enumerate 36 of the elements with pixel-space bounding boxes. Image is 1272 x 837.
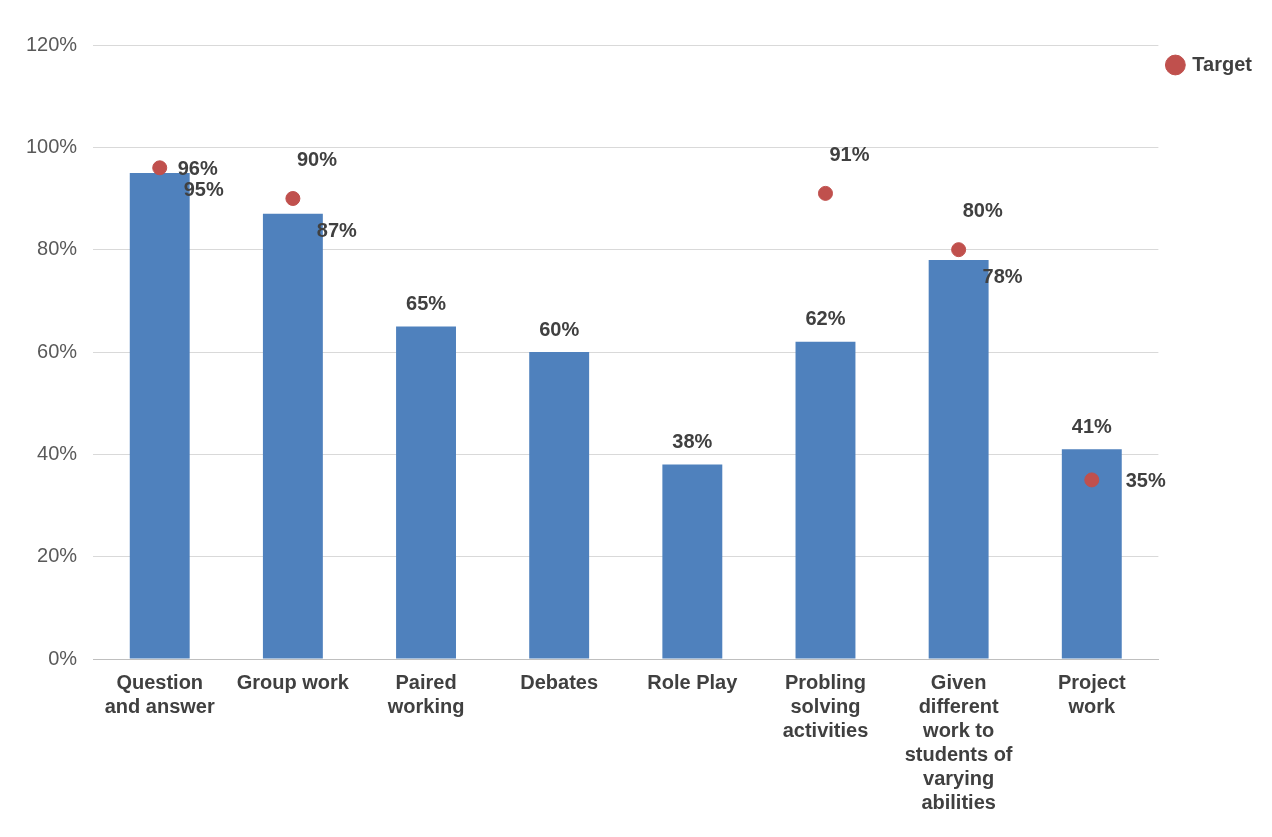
data-label: 41% bbox=[1071, 414, 1113, 437]
bar bbox=[1061, 449, 1122, 659]
bar bbox=[529, 352, 590, 659]
data-label: 35% bbox=[1125, 469, 1166, 492]
y-tick-label: 0% bbox=[48, 646, 78, 669]
data-label: 96% bbox=[177, 157, 218, 180]
y-tick-label: 60% bbox=[37, 339, 78, 362]
data-label: 80% bbox=[962, 199, 1003, 222]
y-tick-label: 100% bbox=[26, 134, 78, 157]
point bbox=[152, 160, 168, 176]
y-tick-label: 40% bbox=[37, 441, 78, 464]
x-tick-label: Debates bbox=[520, 670, 599, 693]
bar bbox=[396, 326, 456, 659]
point bbox=[951, 242, 967, 258]
data-label: 90% bbox=[296, 148, 338, 171]
point bbox=[285, 191, 301, 206]
x-tick-label: Probling solving activities bbox=[782, 670, 869, 741]
point bbox=[817, 185, 833, 201]
x-tick-label: Role Play bbox=[647, 670, 739, 693]
bar bbox=[795, 341, 856, 659]
data-label: 65% bbox=[406, 291, 447, 314]
x-tick-label: Paired working bbox=[386, 670, 465, 717]
data-label: 38% bbox=[672, 430, 713, 453]
x-tick-label: Question and answer bbox=[104, 670, 215, 717]
x-tick-label: Project work bbox=[1057, 670, 1127, 717]
y-tick-label: 80% bbox=[37, 237, 78, 260]
x-tick-label: Given different work to students of varying abilities bbox=[904, 670, 1013, 813]
data-label: 60% bbox=[539, 317, 580, 340]
data-label: 91% bbox=[829, 142, 870, 165]
point bbox=[1084, 472, 1100, 488]
data-label: 62% bbox=[805, 307, 846, 330]
bar bbox=[662, 464, 723, 659]
legend-label: Target bbox=[1192, 52, 1253, 75]
x-tick-label: Group work bbox=[236, 670, 350, 693]
y-tick-label: 120% bbox=[26, 32, 78, 55]
y-tick-label: 20% bbox=[37, 544, 78, 567]
